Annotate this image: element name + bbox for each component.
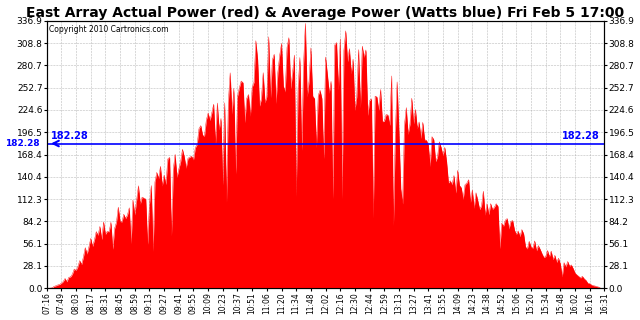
Text: 182.28: 182.28 bbox=[51, 131, 89, 141]
Text: 182.28: 182.28 bbox=[4, 139, 40, 148]
Text: Copyright 2010 Cartronics.com: Copyright 2010 Cartronics.com bbox=[49, 25, 169, 34]
Title: East Array Actual Power (red) & Average Power (Watts blue) Fri Feb 5 17:00: East Array Actual Power (red) & Average … bbox=[26, 5, 625, 20]
Text: 182.28: 182.28 bbox=[563, 131, 600, 141]
